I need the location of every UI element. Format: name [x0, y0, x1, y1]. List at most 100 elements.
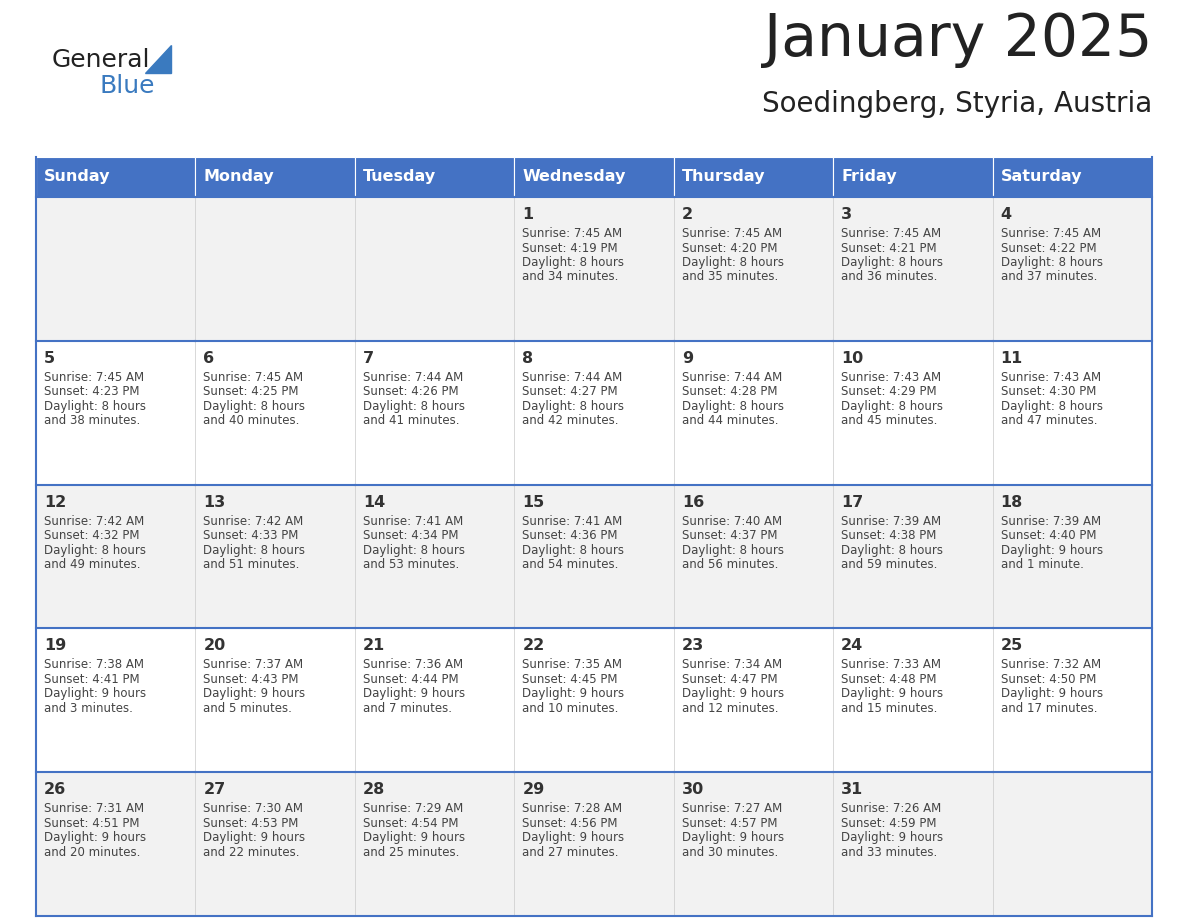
Text: Sunset: 4:27 PM: Sunset: 4:27 PM	[523, 386, 618, 398]
Text: Sunset: 4:44 PM: Sunset: 4:44 PM	[362, 673, 459, 686]
Text: and 33 minutes.: and 33 minutes.	[841, 845, 937, 858]
Polygon shape	[145, 45, 171, 73]
Text: Tuesday: Tuesday	[362, 170, 436, 185]
Bar	[514, 772, 674, 916]
Text: and 47 minutes.: and 47 minutes.	[1000, 414, 1097, 427]
Text: 12: 12	[44, 495, 67, 509]
Text: Sunset: 4:54 PM: Sunset: 4:54 PM	[362, 817, 459, 830]
Text: and 44 minutes.: and 44 minutes.	[682, 414, 778, 427]
Text: Sunset: 4:21 PM: Sunset: 4:21 PM	[841, 241, 937, 254]
Text: Daylight: 9 hours: Daylight: 9 hours	[44, 688, 146, 700]
Text: Saturday: Saturday	[1000, 170, 1082, 185]
Text: Daylight: 9 hours: Daylight: 9 hours	[841, 688, 943, 700]
Bar	[196, 629, 355, 772]
Text: Sunset: 4:29 PM: Sunset: 4:29 PM	[841, 386, 937, 398]
Text: Sunrise: 7:45 AM: Sunrise: 7:45 AM	[1000, 227, 1101, 240]
Text: 1: 1	[523, 207, 533, 222]
Text: 5: 5	[44, 351, 55, 365]
Bar	[196, 197, 355, 341]
Text: Daylight: 9 hours: Daylight: 9 hours	[203, 831, 305, 845]
Bar	[355, 772, 514, 916]
Text: 15: 15	[523, 495, 544, 509]
Text: Daylight: 8 hours: Daylight: 8 hours	[841, 256, 943, 269]
Text: and 15 minutes.: and 15 minutes.	[841, 702, 937, 715]
Text: Daylight: 8 hours: Daylight: 8 hours	[1000, 256, 1102, 269]
Text: and 49 minutes.: and 49 minutes.	[44, 558, 140, 571]
Text: 24: 24	[841, 638, 864, 654]
Text: Daylight: 8 hours: Daylight: 8 hours	[203, 400, 305, 413]
Bar	[355, 341, 514, 485]
Text: Thursday: Thursday	[682, 170, 765, 185]
Text: 31: 31	[841, 782, 864, 797]
Text: Sunset: 4:26 PM: Sunset: 4:26 PM	[362, 386, 459, 398]
Bar	[833, 485, 992, 629]
Text: Sunset: 4:40 PM: Sunset: 4:40 PM	[1000, 529, 1097, 543]
Bar	[833, 157, 992, 197]
Text: 28: 28	[362, 782, 385, 797]
Text: Daylight: 8 hours: Daylight: 8 hours	[44, 543, 146, 556]
Bar	[674, 772, 833, 916]
Text: Sunrise: 7:33 AM: Sunrise: 7:33 AM	[841, 658, 941, 671]
Bar	[833, 341, 992, 485]
Text: Sunrise: 7:45 AM: Sunrise: 7:45 AM	[523, 227, 623, 240]
Text: Daylight: 9 hours: Daylight: 9 hours	[682, 688, 784, 700]
Text: and 37 minutes.: and 37 minutes.	[1000, 271, 1097, 284]
Text: and 17 minutes.: and 17 minutes.	[1000, 702, 1097, 715]
Bar	[36, 772, 196, 916]
Text: and 10 minutes.: and 10 minutes.	[523, 702, 619, 715]
Text: 29: 29	[523, 782, 544, 797]
Text: Daylight: 8 hours: Daylight: 8 hours	[523, 400, 624, 413]
Text: and 20 minutes.: and 20 minutes.	[44, 845, 140, 858]
Bar	[36, 341, 196, 485]
Bar	[36, 157, 196, 197]
Text: Sunrise: 7:31 AM: Sunrise: 7:31 AM	[44, 802, 144, 815]
Text: Daylight: 9 hours: Daylight: 9 hours	[523, 688, 625, 700]
Text: Sunset: 4:57 PM: Sunset: 4:57 PM	[682, 817, 777, 830]
Text: Sunrise: 7:27 AM: Sunrise: 7:27 AM	[682, 802, 782, 815]
Bar	[196, 485, 355, 629]
Text: Blue: Blue	[100, 74, 156, 98]
Text: and 7 minutes.: and 7 minutes.	[362, 702, 451, 715]
Text: Sunrise: 7:29 AM: Sunrise: 7:29 AM	[362, 802, 463, 815]
Text: Sunset: 4:32 PM: Sunset: 4:32 PM	[44, 529, 139, 543]
Bar	[36, 485, 196, 629]
Text: 26: 26	[44, 782, 67, 797]
Text: and 36 minutes.: and 36 minutes.	[841, 271, 937, 284]
Text: Sunset: 4:22 PM: Sunset: 4:22 PM	[1000, 241, 1097, 254]
Text: and 30 minutes.: and 30 minutes.	[682, 845, 778, 858]
Text: Sunset: 4:34 PM: Sunset: 4:34 PM	[362, 529, 459, 543]
Bar	[196, 772, 355, 916]
Text: Sunset: 4:28 PM: Sunset: 4:28 PM	[682, 386, 777, 398]
Bar	[833, 629, 992, 772]
Text: Daylight: 8 hours: Daylight: 8 hours	[682, 400, 784, 413]
Text: Sunrise: 7:44 AM: Sunrise: 7:44 AM	[362, 371, 463, 384]
Bar	[355, 629, 514, 772]
Text: Daylight: 8 hours: Daylight: 8 hours	[1000, 400, 1102, 413]
Text: and 22 minutes.: and 22 minutes.	[203, 845, 299, 858]
Text: and 51 minutes.: and 51 minutes.	[203, 558, 299, 571]
Text: Sunrise: 7:36 AM: Sunrise: 7:36 AM	[362, 658, 463, 671]
Text: 6: 6	[203, 351, 215, 365]
Text: and 53 minutes.: and 53 minutes.	[362, 558, 459, 571]
Text: Sunrise: 7:43 AM: Sunrise: 7:43 AM	[841, 371, 941, 384]
Text: Daylight: 8 hours: Daylight: 8 hours	[362, 400, 465, 413]
Text: Sunset: 4:19 PM: Sunset: 4:19 PM	[523, 241, 618, 254]
Text: and 34 minutes.: and 34 minutes.	[523, 271, 619, 284]
Text: Daylight: 9 hours: Daylight: 9 hours	[841, 831, 943, 845]
Text: Sunrise: 7:41 AM: Sunrise: 7:41 AM	[523, 515, 623, 528]
Text: and 35 minutes.: and 35 minutes.	[682, 271, 778, 284]
Text: and 38 minutes.: and 38 minutes.	[44, 414, 140, 427]
Text: Daylight: 8 hours: Daylight: 8 hours	[841, 543, 943, 556]
Text: Sunset: 4:59 PM: Sunset: 4:59 PM	[841, 817, 936, 830]
Text: Sunset: 4:23 PM: Sunset: 4:23 PM	[44, 386, 139, 398]
Text: 30: 30	[682, 782, 704, 797]
Bar	[514, 197, 674, 341]
Text: Wednesday: Wednesday	[523, 170, 626, 185]
Text: Sunrise: 7:44 AM: Sunrise: 7:44 AM	[523, 371, 623, 384]
Text: 19: 19	[44, 638, 67, 654]
Bar	[992, 629, 1152, 772]
Text: 25: 25	[1000, 638, 1023, 654]
Text: Sunrise: 7:39 AM: Sunrise: 7:39 AM	[1000, 515, 1101, 528]
Text: Daylight: 8 hours: Daylight: 8 hours	[682, 543, 784, 556]
Text: Sunset: 4:36 PM: Sunset: 4:36 PM	[523, 529, 618, 543]
